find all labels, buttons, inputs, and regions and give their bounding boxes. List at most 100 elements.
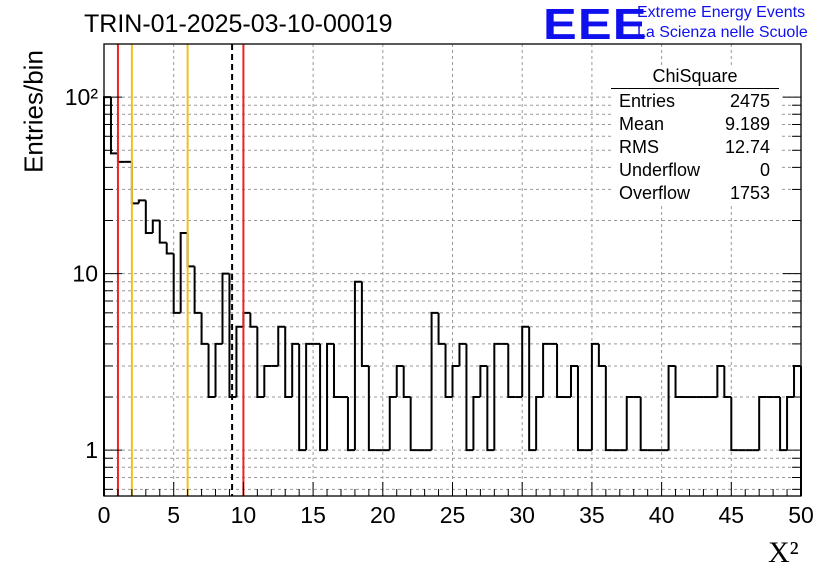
histogram-bin <box>639 397 648 452</box>
histogram-bin <box>333 343 341 399</box>
histogram-bin <box>716 364 725 398</box>
histogram-bin <box>144 200 153 234</box>
histogram-bin <box>158 220 167 244</box>
x-tick-label: 30 <box>509 502 535 528</box>
histogram-bin <box>165 242 174 255</box>
reference-lines <box>116 44 245 496</box>
stats-row-entries: Entries 2475 <box>611 90 779 113</box>
x-tick-label: 0 <box>98 502 111 528</box>
histogram-bin <box>256 326 265 399</box>
histogram-bin <box>779 397 788 452</box>
y-tick-label: 1 <box>85 437 98 463</box>
histogram-bin <box>235 325 244 398</box>
x-axis-label: X² <box>768 536 799 570</box>
histogram-bin <box>569 364 578 398</box>
stats-value: 1753 <box>729 183 770 203</box>
stats-label: Mean <box>619 114 665 134</box>
stats-value: 9.189 <box>724 114 770 134</box>
histogram-bin <box>214 342 223 398</box>
axes: 0 5 10 15 20 25 30 35 40 45 50 1 10 10² <box>65 43 814 528</box>
y-tick-label: 10² <box>65 84 99 110</box>
histogram-bin <box>528 326 537 452</box>
x-tick-label: 15 <box>300 502 326 528</box>
histogram-bin <box>326 342 335 451</box>
x-tick-label: 25 <box>440 502 466 528</box>
histogram-bin <box>291 342 300 398</box>
histogram-bin <box>667 364 676 451</box>
histogram-bin <box>249 312 258 328</box>
x-tick-label: 20 <box>370 502 396 528</box>
logo-line-2: La Scienza nelle Scuole <box>637 24 808 41</box>
histogram-bin <box>353 280 362 451</box>
histogram-bin <box>542 342 551 398</box>
histogram-bin <box>451 364 460 398</box>
histogram-bin <box>179 231 188 313</box>
histogram-bin <box>193 266 202 314</box>
histogram-bin <box>367 365 376 452</box>
histogram-bin <box>200 312 209 345</box>
histogram-bin <box>465 343 474 452</box>
histogram-bin <box>109 97 118 155</box>
y-axis-label: Entries/bin <box>18 50 49 173</box>
stats-title: ChiSquare <box>611 66 779 89</box>
histogram-bin <box>186 232 195 268</box>
histogram-bin <box>207 343 216 399</box>
histogram-bin <box>458 342 467 366</box>
x-tick-label: 5 <box>167 502 180 528</box>
eee-logo-icon: EEE <box>543 0 648 49</box>
histogram-bin <box>242 311 251 327</box>
histogram-bin <box>472 396 481 451</box>
stats-label: RMS <box>619 137 659 157</box>
x-tick-label: 10 <box>231 502 257 528</box>
histogram-bin <box>221 272 230 344</box>
histogram-bin <box>590 342 599 451</box>
histogram-bin <box>277 325 286 366</box>
histogram-bin <box>597 343 606 367</box>
histogram-bin <box>444 343 453 399</box>
histogram-bin <box>479 364 488 398</box>
stats-label: Entries <box>619 91 676 111</box>
histogram-bin <box>130 161 139 205</box>
histogram-bin <box>786 396 795 451</box>
logo-line-1: Extreme Energy Events <box>637 4 806 21</box>
histogram-bin <box>298 343 307 452</box>
x-tick-label: 45 <box>719 502 745 528</box>
histogram-bin <box>172 253 181 314</box>
x-tick-label: 40 <box>649 502 675 528</box>
histogram-bin <box>360 281 369 367</box>
histogram-bin <box>576 365 585 452</box>
stats-box: ChiSquare Entries 2475 Mean 9.189 RMS 12.74… <box>611 66 779 205</box>
histogram-bin <box>625 396 634 451</box>
stats-value: 0 <box>759 160 770 180</box>
histogram-bin <box>758 396 767 451</box>
stats-value: 12.74 <box>724 137 770 157</box>
histogram-bin <box>486 365 495 452</box>
histogram-bin <box>604 365 613 452</box>
stats-row-overflow: Overflow 1753 <box>611 182 779 205</box>
histogram-bin <box>284 326 293 399</box>
x-axis-label-text: X² <box>768 536 799 569</box>
histogram-bin <box>521 325 530 398</box>
histogram-bin <box>346 397 355 452</box>
histogram-bin <box>409 397 418 452</box>
stats-row-rms: RMS 12.74 <box>611 136 779 159</box>
histogram-bin <box>228 273 237 399</box>
x-tick-label: 35 <box>579 502 605 528</box>
histogram-bin <box>723 365 732 399</box>
histogram-bin <box>137 199 146 204</box>
histogram-bin <box>263 364 272 398</box>
histogram-bin <box>103 96 111 496</box>
histogram-bin <box>402 365 411 399</box>
histogram-bin <box>535 396 544 451</box>
stats-label: Underflow <box>619 160 701 180</box>
stats-label: Overflow <box>619 183 691 203</box>
histogram-bin <box>151 219 160 233</box>
x-tick-label: 50 <box>788 502 814 528</box>
stats-value: 2475 <box>729 91 770 111</box>
histogram-bin <box>493 342 502 451</box>
histogram-bin <box>437 312 446 345</box>
histogram-bin <box>395 364 404 398</box>
histogram-bin <box>319 343 328 452</box>
histogram-bin <box>674 365 683 399</box>
